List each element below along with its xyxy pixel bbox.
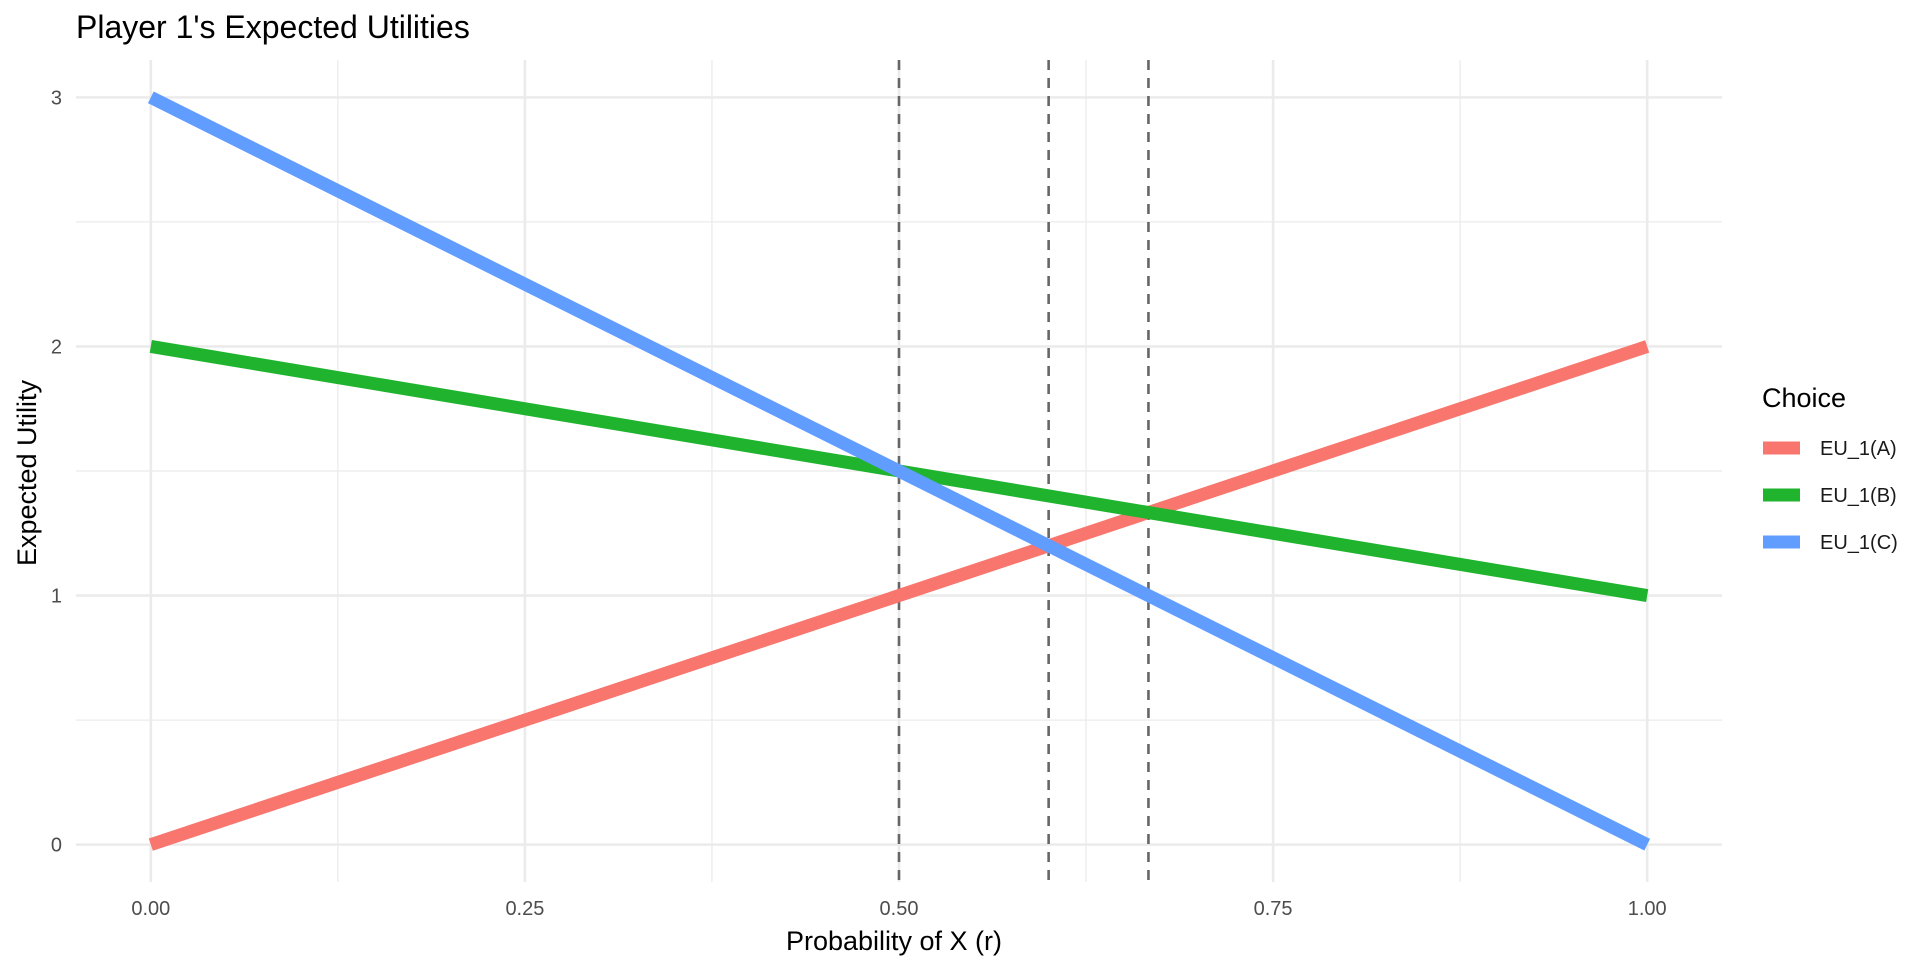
x-tick-label: 1.00 xyxy=(1628,898,1667,920)
series-line-eu-1-a xyxy=(148,340,1650,851)
legend-item-eu-1-a: EU_1(A) xyxy=(1763,438,1897,460)
x-tick-label: 0.25 xyxy=(505,898,544,920)
legend-items: EU_1(A) EU_1(B) EU_1(C) xyxy=(1763,438,1898,554)
x-tick-label: 0.00 xyxy=(131,898,170,920)
legend-title: Choice xyxy=(1762,383,1846,413)
y-axis-ticks: 0 1 2 3 xyxy=(51,87,62,856)
legend-label-eu-1-c: EU_1(C) xyxy=(1820,532,1898,554)
series-line-eu-1-c xyxy=(147,91,1651,851)
legend-label-eu-1-a: EU_1(A) xyxy=(1820,438,1897,460)
x-tick-label: 0.75 xyxy=(1254,898,1293,920)
y-tick-label: 0 xyxy=(51,835,62,857)
x-axis-title: Probability of X (r) xyxy=(786,926,1002,956)
series-lines xyxy=(147,91,1651,851)
y-tick-label: 3 xyxy=(51,87,62,109)
legend: Choice EU_1(A) EU_1(B) EU_1(C) xyxy=(1762,383,1898,554)
legend-label-eu-1-b: EU_1(B) xyxy=(1820,485,1897,507)
y-tick-label: 1 xyxy=(51,586,62,608)
x-tick-label: 0.50 xyxy=(880,898,919,920)
chart-title: Player 1's Expected Utilities xyxy=(76,9,470,45)
x-axis-ticks: 0.00 0.25 0.50 0.75 1.00 xyxy=(131,898,1666,920)
vertical-reference-lines xyxy=(897,60,1150,882)
legend-item-eu-1-b: EU_1(B) xyxy=(1763,485,1897,507)
y-axis-title: Expected Utility xyxy=(12,379,42,566)
legend-item-eu-1-c: EU_1(C) xyxy=(1763,532,1898,554)
y-tick-label: 2 xyxy=(51,336,62,358)
